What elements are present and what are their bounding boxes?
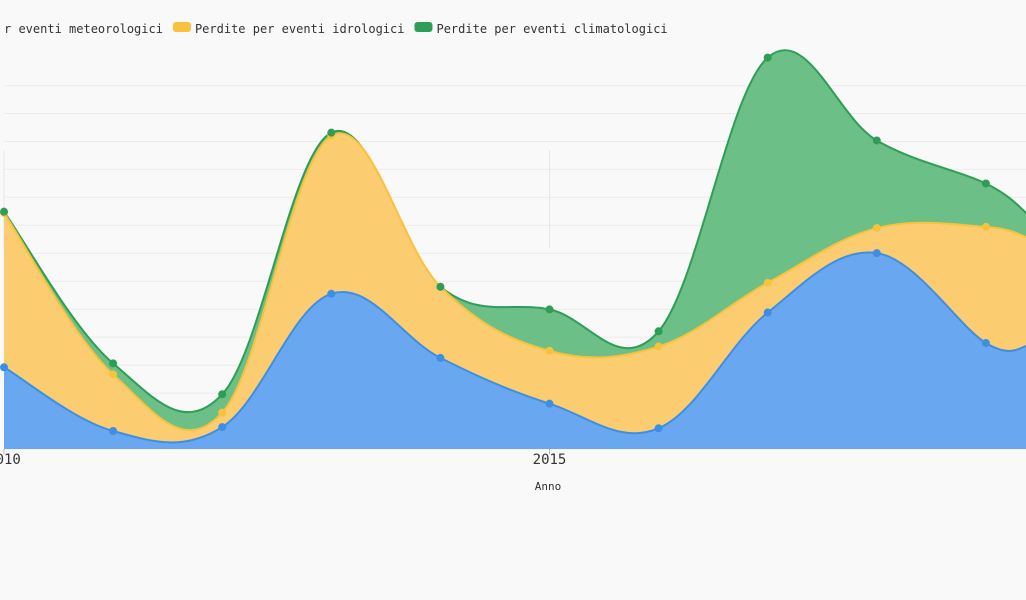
data-point[interactable] bbox=[109, 359, 118, 368]
data-point[interactable] bbox=[0, 207, 8, 216]
data-point[interactable] bbox=[327, 128, 336, 137]
data-point[interactable] bbox=[654, 342, 663, 351]
data-point[interactable] bbox=[654, 424, 663, 433]
data-point[interactable] bbox=[109, 427, 118, 436]
area-1 bbox=[4, 252, 1026, 449]
data-point[interactable] bbox=[763, 53, 772, 62]
legend-label: Perdite per eventi idrologici bbox=[195, 22, 405, 36]
data-point[interactable] bbox=[327, 289, 336, 298]
x-tick-label: 2010 bbox=[0, 452, 21, 468]
data-point[interactable] bbox=[218, 390, 227, 399]
data-point[interactable] bbox=[218, 408, 227, 417]
series-line-2 bbox=[3, 132, 1026, 432]
x-axis-ticks: 2010 2015 bbox=[0, 449, 566, 468]
series-areas bbox=[3, 49, 1026, 449]
data-point[interactable] bbox=[0, 363, 8, 372]
data-point[interactable] bbox=[872, 224, 881, 233]
x-tick-label: 2015 bbox=[533, 452, 567, 468]
data-point[interactable] bbox=[545, 399, 554, 408]
legend-label: Perdite per eventi climatologici bbox=[436, 22, 667, 36]
legend-swatch bbox=[172, 22, 191, 32]
data-point[interactable] bbox=[109, 370, 118, 379]
data-point[interactable] bbox=[872, 249, 881, 258]
data-point[interactable] bbox=[763, 308, 772, 317]
data-point[interactable] bbox=[654, 327, 663, 336]
x-axis-label: Anno bbox=[535, 480, 562, 493]
data-point[interactable] bbox=[218, 423, 227, 432]
data-point[interactable] bbox=[981, 222, 990, 231]
data-point[interactable] bbox=[981, 179, 990, 188]
data-point[interactable] bbox=[436, 282, 445, 291]
data-point[interactable] bbox=[545, 346, 554, 355]
legend: r eventi meteorologici Perdite per eventi… bbox=[4, 22, 668, 36]
series-line-1 bbox=[3, 251, 1026, 444]
data-point[interactable] bbox=[763, 278, 772, 287]
data-point[interactable] bbox=[545, 305, 554, 314]
legend-label: r eventi meteorologici bbox=[4, 22, 163, 36]
series-points bbox=[0, 53, 990, 436]
legend-swatch bbox=[414, 22, 433, 32]
data-point[interactable] bbox=[436, 353, 445, 362]
series-line-3 bbox=[3, 49, 1026, 414]
data-point[interactable] bbox=[872, 136, 881, 145]
data-point[interactable] bbox=[981, 339, 990, 348]
